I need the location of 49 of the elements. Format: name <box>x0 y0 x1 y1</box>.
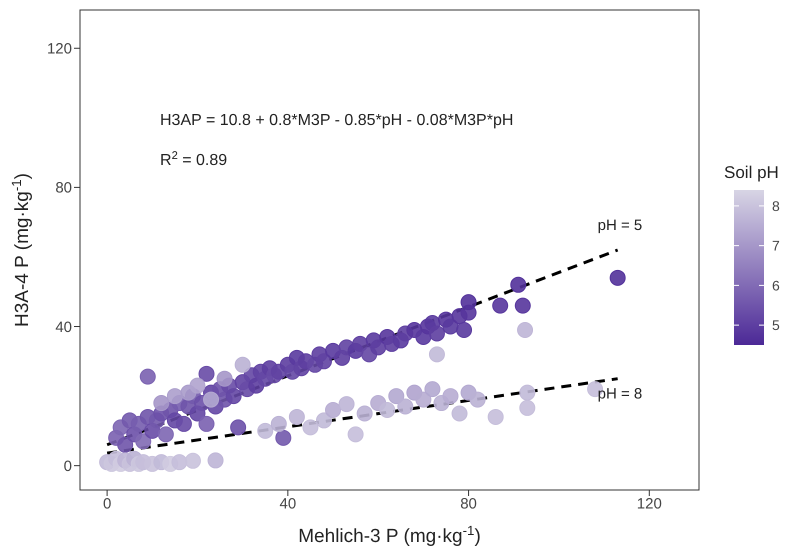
point <box>270 416 287 432</box>
color-bar-title: Soil pH <box>724 163 779 182</box>
point <box>203 392 220 408</box>
point <box>424 381 440 398</box>
series-label: pH = 8 <box>598 386 642 403</box>
point <box>216 370 233 387</box>
point <box>379 402 396 418</box>
point <box>316 412 332 428</box>
point <box>302 419 318 436</box>
point <box>338 396 355 412</box>
point <box>208 452 224 468</box>
point <box>517 322 534 338</box>
point <box>325 402 342 418</box>
point <box>397 398 414 415</box>
point <box>153 395 170 412</box>
point <box>428 346 445 362</box>
point <box>470 392 486 408</box>
x-axis-title: Mehlich-3 P (mg·kg$^{-1}$) <box>298 522 481 547</box>
x-tick-label: 0 <box>102 496 112 513</box>
color-bar-label: 5 <box>772 317 780 334</box>
x-tick-label: 40 <box>279 496 296 513</box>
y-tick-label: 0 <box>64 458 72 475</box>
point <box>184 452 201 469</box>
point <box>288 408 305 425</box>
point <box>234 356 251 373</box>
annotation: R$^{2}$ = 0.89 <box>160 150 228 169</box>
series-label: pH = 5 <box>598 217 642 234</box>
y-tick-label: 120 <box>46 40 72 58</box>
point <box>166 388 183 404</box>
color-bar-label: 7 <box>772 238 780 254</box>
point <box>257 422 274 439</box>
point <box>348 426 364 442</box>
color-bar-label: 8 <box>772 198 780 214</box>
point <box>442 388 458 404</box>
y-tick-label: 40 <box>55 318 72 336</box>
point <box>356 405 373 422</box>
annotation: H3AP = 10.8 + 0.8*M3P - 0.85*pH - 0.08*M3P*pH <box>160 112 514 129</box>
point <box>519 400 536 416</box>
point <box>171 454 188 470</box>
point <box>519 384 536 401</box>
color-bar-label: 6 <box>772 277 780 294</box>
point <box>388 388 404 404</box>
y-tick-label: 80 <box>55 180 72 197</box>
point <box>189 378 206 394</box>
x-tick-label: 120 <box>636 496 662 513</box>
point <box>488 408 504 425</box>
x-tick-label: 80 <box>460 496 477 513</box>
point <box>452 405 468 422</box>
point <box>415 392 432 408</box>
